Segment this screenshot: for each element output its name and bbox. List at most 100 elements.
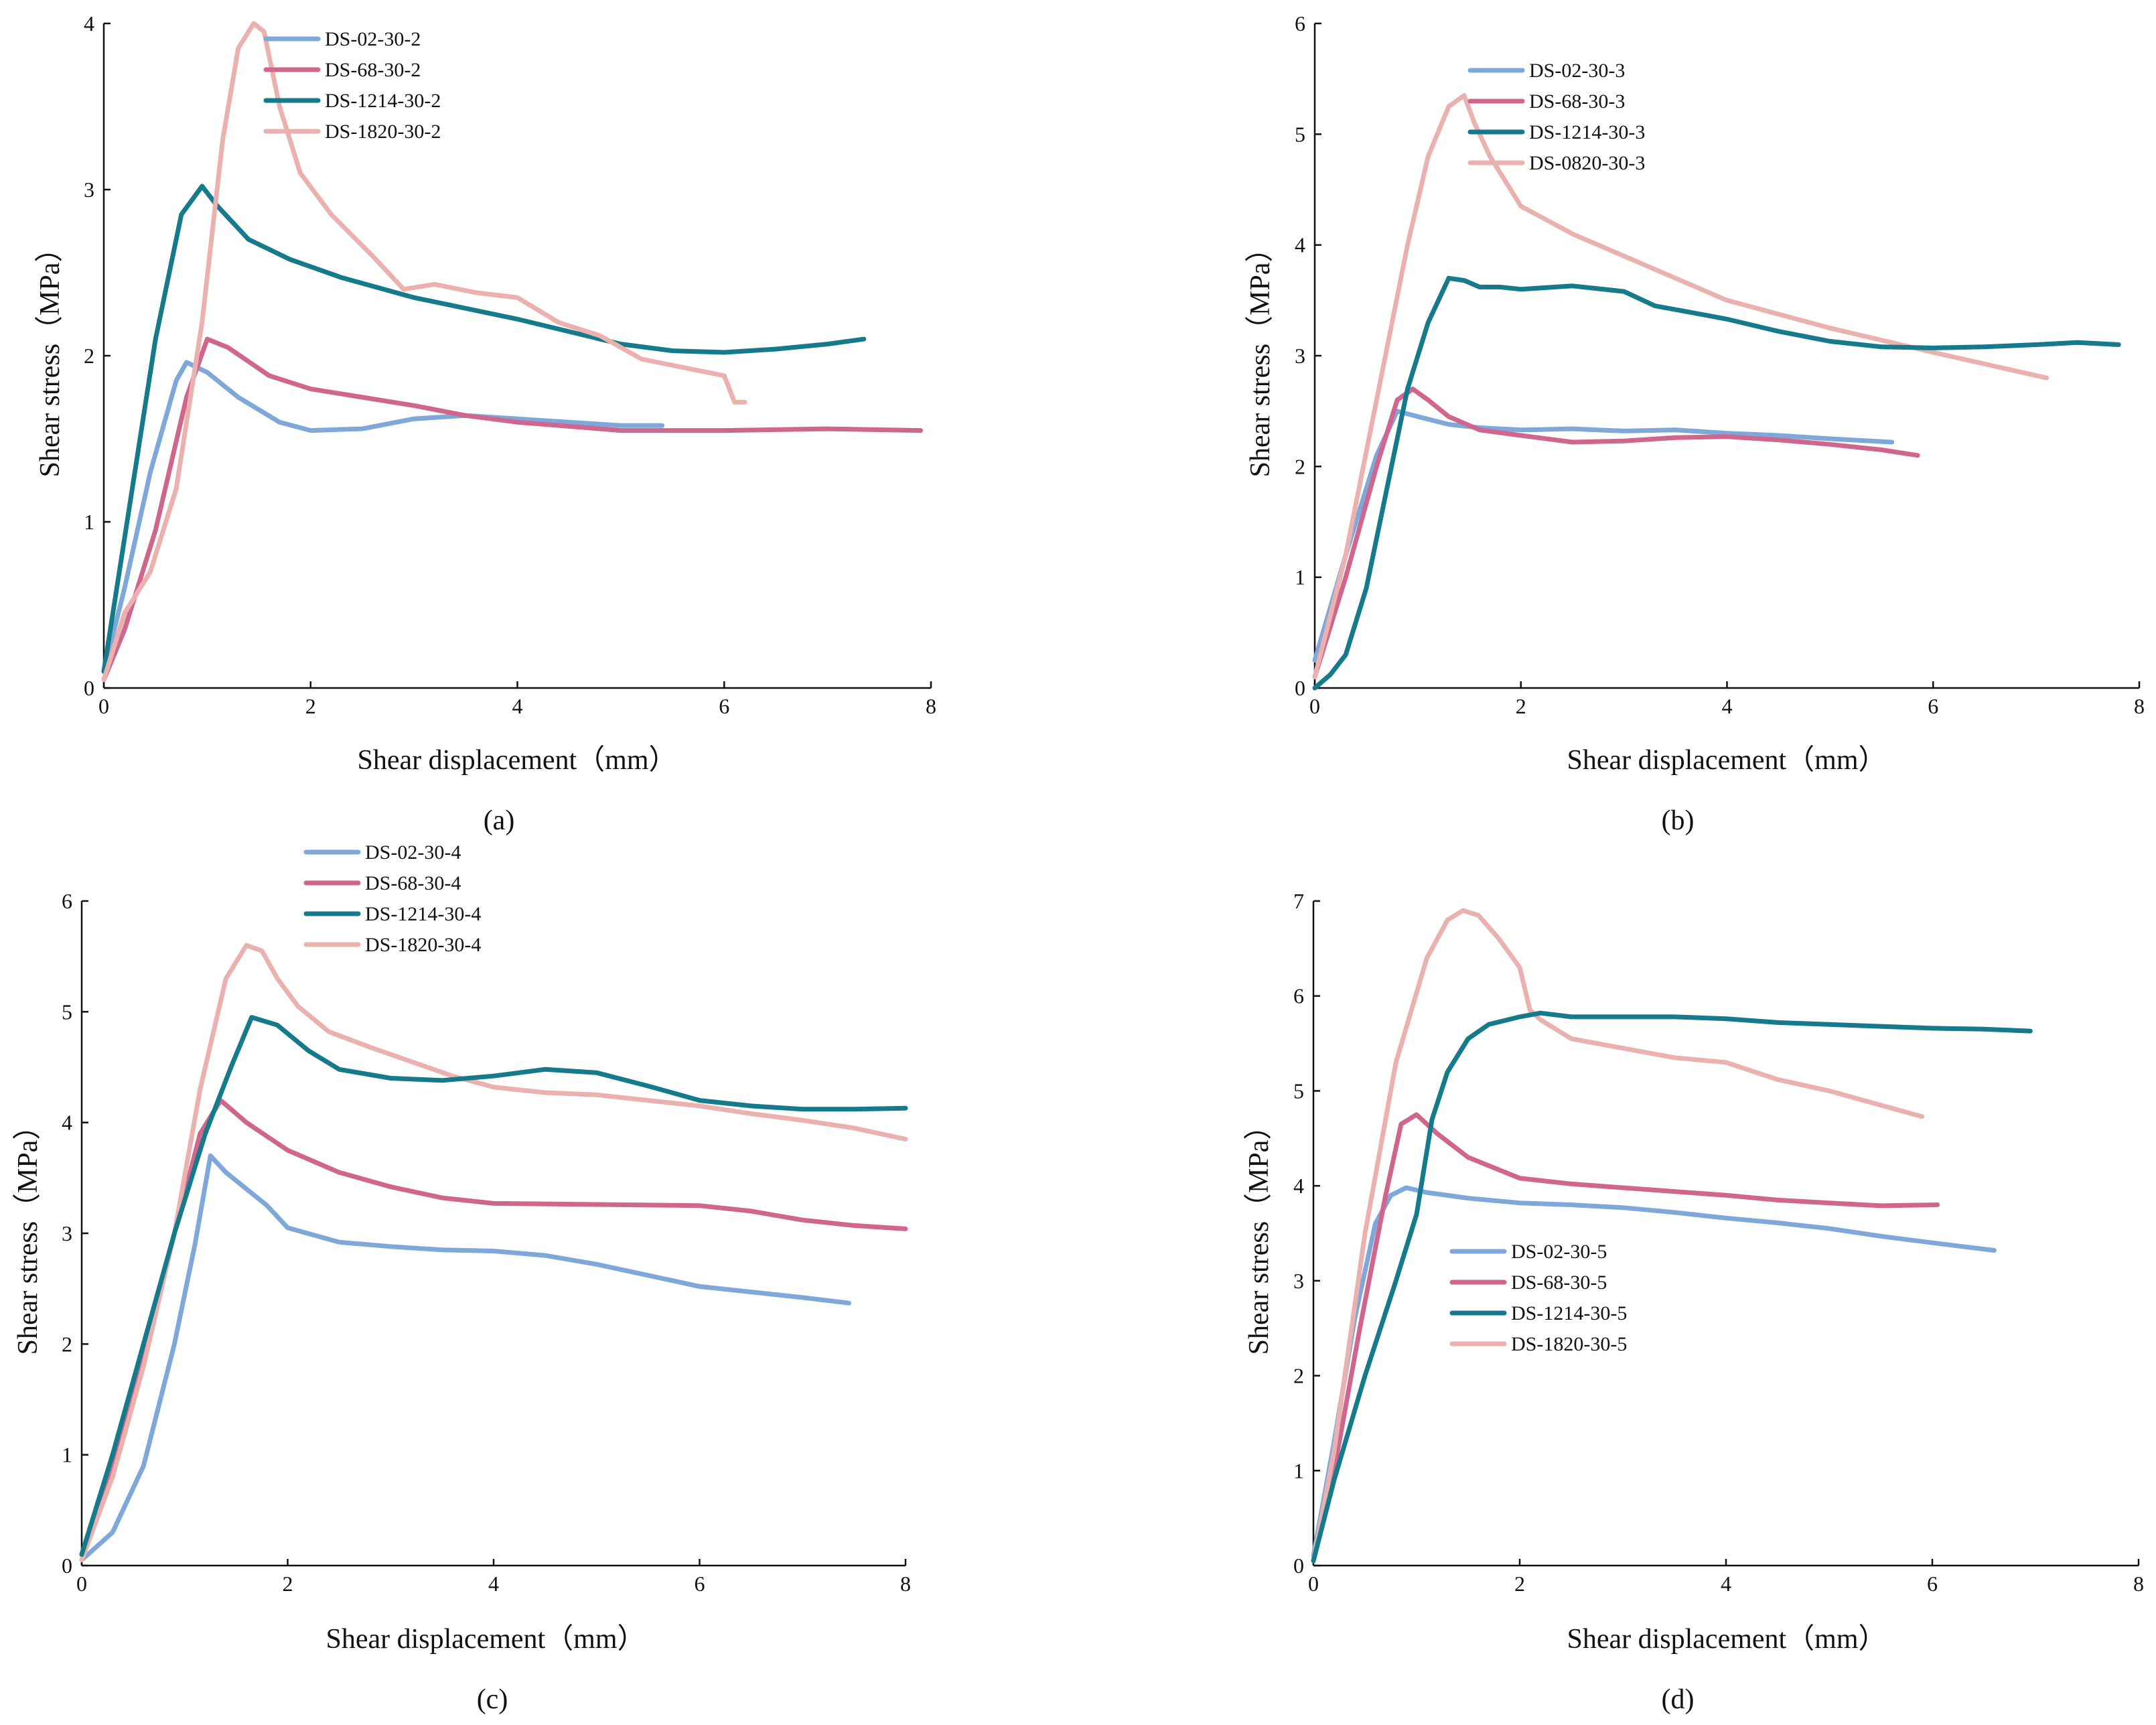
y-tick-label: 0 <box>84 676 94 700</box>
y-tick-label: 4 <box>1293 1174 1304 1198</box>
x-tick-label: 2 <box>1516 694 1526 718</box>
panel-label: (a) <box>484 805 515 836</box>
y-axis-label: Shear stress（MPa） <box>13 1112 44 1355</box>
x-tick-label: 0 <box>1309 694 1320 718</box>
series-line-ds-1214-30-3 <box>1312 275 2121 691</box>
y-tick-label: 1 <box>1293 1458 1304 1482</box>
y-tick-label: 0 <box>1293 1554 1304 1578</box>
x-tick-label: 8 <box>900 1572 911 1596</box>
series-line-ds-0820-30-3 <box>1312 93 2049 679</box>
y-tick-label: 5 <box>1295 122 1305 146</box>
x-tick-label: 8 <box>926 694 936 718</box>
series-group <box>1311 908 2033 1564</box>
y-tick-label: 2 <box>62 1332 72 1356</box>
legend-label: DS-0820-30-3 <box>1529 152 1645 174</box>
legend-label: DS-1820-30-4 <box>365 934 481 956</box>
series-line-ds-1820-30-5 <box>1311 908 1925 1564</box>
x-tick-label: 0 <box>76 1572 87 1596</box>
x-tick-label: 8 <box>2134 694 2145 718</box>
panel-d: 0 2 4 6 8 0 1 2 3 4 5 6 7 DS-02-30-5 DS-68-30-5 DS-121… <box>1244 889 2144 1715</box>
series-line-ds-1820-30-4 <box>79 943 908 1563</box>
panel-a: 0 2 4 6 8 0 1 2 3 4 DS-02-30-2 DS-68-30-2 DS-1214-3… <box>35 11 936 836</box>
legend-label: DS-1214-30-5 <box>1511 1302 1627 1324</box>
x-tick-label: 4 <box>512 694 523 718</box>
legend-label: DS-02-30-2 <box>325 28 421 50</box>
series-line-ds-1214-30-5 <box>1311 1010 2033 1564</box>
y-tick-label: 6 <box>1295 11 1305 36</box>
y-axis-label: Shear stress（MPa） <box>1244 1112 1275 1355</box>
y-tick-label: 2 <box>84 344 94 368</box>
y-tick-label: 5 <box>1293 1079 1304 1103</box>
series-group <box>79 943 908 1563</box>
ticks: 0 2 4 6 8 0 1 2 3 4 5 6 <box>62 889 911 1596</box>
legend-label: DS-1214-30-2 <box>325 90 441 112</box>
legend-label: DS-1214-30-4 <box>365 903 481 925</box>
y-tick-label: 5 <box>62 999 72 1024</box>
x-tick-label: 2 <box>1514 1572 1525 1596</box>
y-tick-label: 1 <box>84 510 94 534</box>
x-axis-label: Shear displacement（mm） <box>357 745 676 776</box>
y-tick-label: 4 <box>62 1111 72 1135</box>
series-group <box>101 21 924 683</box>
legend-label: DS-68-30-5 <box>1511 1271 1607 1294</box>
series-line-ds-68-30-2 <box>101 336 924 683</box>
y-tick-label: 2 <box>1295 454 1305 478</box>
y-tick-label: 7 <box>1293 889 1304 913</box>
series-line-ds-1214-30-2 <box>101 184 867 674</box>
series-line-ds-02-30-3 <box>1312 409 1895 663</box>
legend-label: DS-02-30-5 <box>1511 1241 1607 1263</box>
y-axis-label: Shear stress（MPa） <box>35 234 66 478</box>
y-tick-label: 6 <box>62 889 72 913</box>
y-tick-label: 0 <box>62 1554 72 1578</box>
ticks: 0 2 4 6 8 0 1 2 3 4 <box>84 11 936 718</box>
series-line-ds-1214-30-4 <box>79 1015 908 1557</box>
legend: DS-02-30-3 DS-68-30-3 DS-1214-30-3 DS-0820-… <box>1467 60 1645 174</box>
legend-label: DS-68-30-2 <box>325 59 421 81</box>
x-tick-label: 2 <box>283 1572 293 1596</box>
x-tick-label: 4 <box>1721 1572 1731 1596</box>
legend-label: DS-1214-30-3 <box>1529 121 1645 143</box>
panel-label: (d) <box>1662 1684 1695 1715</box>
x-tick-label: 6 <box>695 1572 705 1596</box>
series-line-ds-02-30-2 <box>101 360 665 674</box>
y-tick-label: 3 <box>62 1221 72 1245</box>
series-line-ds-68-30-4 <box>79 1098 908 1557</box>
y-tick-label: 3 <box>1295 344 1305 368</box>
legend: DS-02-30-5 DS-68-30-5 DS-1214-30-5 DS-1820-… <box>1449 1241 1627 1355</box>
y-tick-label: 1 <box>62 1443 72 1467</box>
series-line-ds-02-30-4 <box>79 1153 851 1563</box>
x-tick-label: 4 <box>1722 694 1733 718</box>
ticks: 0 2 4 6 8 0 1 2 3 4 5 6 <box>1295 11 2145 718</box>
y-axis-label: Shear stress（MPa） <box>1245 234 1276 478</box>
legend-label: DS-68-30-4 <box>365 872 461 894</box>
series-line-ds-02-30-5 <box>1311 1185 1997 1559</box>
panel-c: 0 2 4 6 8 0 1 2 3 4 5 6 DS-02-30-4 DS-68-30-4 DS-1214… <box>13 841 911 1715</box>
x-axis-label: Shear displacement（mm） <box>1567 1624 1886 1655</box>
ticks: 0 2 4 6 8 0 1 2 3 4 5 6 7 <box>1293 889 2144 1596</box>
y-tick-label: 0 <box>1295 676 1305 700</box>
x-tick-label: 6 <box>1928 694 1938 718</box>
series-line-ds-68-30-5 <box>1311 1112 1940 1564</box>
x-axis-label: Shear displacement（mm） <box>1567 745 1886 776</box>
legend-label: DS-1820-30-2 <box>325 121 441 143</box>
legend-label: DS-68-30-3 <box>1529 90 1625 113</box>
x-tick-label: 6 <box>1927 1572 1938 1596</box>
x-tick-label: 4 <box>488 1572 499 1596</box>
legend: DS-02-30-4 DS-68-30-4 DS-1214-30-4 DS-1820-… <box>303 841 481 956</box>
series-line-ds-1820-30-2 <box>101 21 747 683</box>
legend: DS-02-30-2 DS-68-30-2 DS-1214-30-2 DS-1820-… <box>263 28 441 143</box>
panel-label: (b) <box>1662 805 1695 836</box>
y-tick-label: 3 <box>84 178 94 202</box>
legend-label: DS-02-30-4 <box>365 841 461 864</box>
y-tick-label: 6 <box>1293 984 1304 1008</box>
x-tick-label: 2 <box>305 694 316 718</box>
series-line-ds-68-30-3 <box>1312 387 1920 679</box>
y-tick-label: 2 <box>1293 1364 1304 1388</box>
x-axis-label: Shear displacement（mm） <box>326 1624 645 1655</box>
y-tick-label: 4 <box>84 11 94 36</box>
x-tick-label: 8 <box>2133 1572 2144 1596</box>
panel-label: (c) <box>477 1684 508 1715</box>
x-tick-label: 0 <box>98 694 109 718</box>
y-tick-label: 4 <box>1295 233 1305 257</box>
